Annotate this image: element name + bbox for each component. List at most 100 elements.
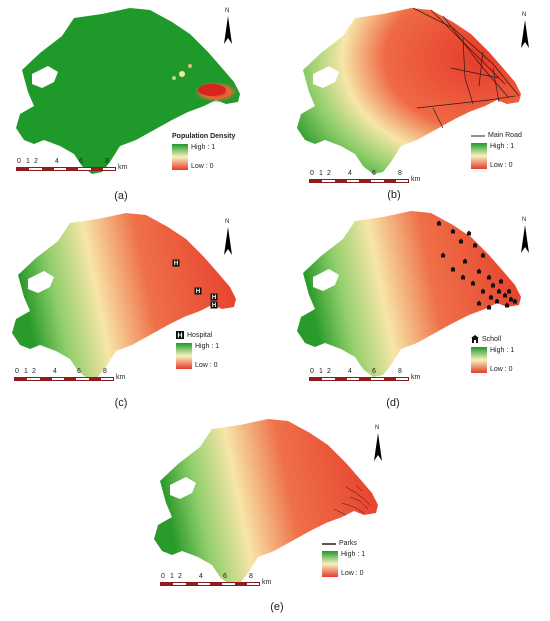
scale-tick-label: 2 [34, 158, 38, 165]
school-marker [450, 228, 456, 234]
svg-text:H: H [196, 289, 200, 295]
school-marker [466, 230, 472, 236]
color-ramp [322, 551, 338, 577]
legend-low-label: Low : 0 [490, 162, 513, 169]
scale-tick-label: 4 [348, 170, 352, 177]
scale-tick-label: 4 [53, 368, 57, 375]
hospital-suitability-map: H H H H [12, 213, 236, 379]
school-icon [471, 335, 479, 343]
scale-tick-label: 1 [26, 158, 30, 165]
scale-unit: km [411, 374, 421, 381]
scale-tick-label: 8 [103, 368, 107, 375]
legend: Scholl High : 1 Low : 0 [471, 335, 514, 373]
scale-tick-label: 0 [17, 158, 21, 165]
school-marker [470, 280, 476, 286]
hospital-icon: H [176, 331, 184, 339]
north-arrow-icon: N [370, 425, 386, 463]
school-marker [436, 220, 442, 226]
color-ramp [471, 143, 487, 169]
scale-tick-label: 1 [24, 368, 28, 375]
color-ramp [176, 343, 192, 369]
north-arrow-icon: N [220, 219, 236, 257]
scale-tick-label: 2 [327, 368, 331, 375]
school-marker [486, 274, 492, 280]
legend-title: Population Density [172, 133, 236, 140]
caption-d: (d) [386, 397, 400, 409]
school-marker [496, 288, 502, 294]
scale-tick-label: 1 [170, 573, 174, 580]
scale-tick-label: 2 [327, 170, 331, 177]
school-markers [436, 220, 518, 310]
scale-tick-label: 6 [372, 170, 376, 177]
school-marker [488, 294, 494, 300]
parks-suitability-map [154, 419, 378, 585]
scale-tick-label: 8 [398, 368, 402, 375]
svg-text:H: H [177, 333, 182, 340]
scale-tick-label: 8 [398, 170, 402, 177]
park-line-icon [322, 542, 336, 545]
hospital-markers: H H H H [172, 259, 218, 309]
north-arrow-icon: N [220, 8, 236, 46]
scale-tick-label: 2 [178, 573, 182, 580]
school-marker [460, 274, 466, 280]
road-line-icon [471, 135, 485, 136]
school-marker [512, 298, 518, 304]
road-network [412, 7, 520, 129]
caption-a: (a) [114, 190, 128, 202]
school-marker [504, 302, 510, 308]
school-marker [494, 298, 500, 304]
school-suitability-map [297, 211, 521, 377]
scale-tick-label: 2 [32, 368, 36, 375]
legend: Population Density High : 1 Low : 0 [172, 133, 235, 170]
caption-b: (b) [387, 189, 401, 201]
scale-tick-label: 0 [310, 170, 314, 177]
school-marker [450, 266, 456, 272]
school-marker [458, 238, 464, 244]
svg-text:H: H [212, 295, 216, 301]
school-marker [480, 288, 486, 294]
legend-high-label: High : 1 [191, 144, 216, 151]
legend-low-label: Low : 0 [191, 163, 214, 170]
legend-high-label: High : 1 [490, 347, 515, 354]
school-marker [476, 268, 482, 274]
legend-low-label: Low : 0 [341, 570, 364, 577]
school-marker [498, 278, 504, 284]
color-ramp [172, 144, 188, 170]
scale-tick-label: 6 [79, 158, 83, 165]
color-ramp [471, 347, 487, 373]
scale-tick-label: 6 [77, 368, 81, 375]
scale-unit: km [411, 176, 421, 183]
legend-layer-label: Scholl [482, 335, 502, 343]
legend-high-label: High : 1 [490, 143, 515, 150]
north-arrow-icon: N [517, 12, 533, 50]
svg-text:H: H [212, 303, 216, 309]
school-marker [506, 288, 512, 294]
legend-low-label: Low : 0 [490, 366, 513, 373]
legend: H Hospital High : 1 Low : 0 [176, 331, 219, 369]
scale-tick-label: 4 [199, 573, 203, 580]
school-marker [472, 242, 478, 248]
svg-text:H: H [174, 261, 178, 267]
population-density-map [16, 8, 240, 174]
north-arrow-icon: N [517, 217, 533, 255]
scale-tick-label: 0 [161, 573, 165, 580]
school-marker [502, 292, 508, 298]
legend-high-label: High : 1 [341, 551, 366, 558]
scale-tick-label: 4 [55, 158, 59, 165]
caption-c: (c) [114, 397, 128, 409]
scale-tick-label: 6 [223, 573, 227, 580]
scale-tick-label: 8 [249, 573, 253, 580]
school-marker [486, 304, 492, 310]
